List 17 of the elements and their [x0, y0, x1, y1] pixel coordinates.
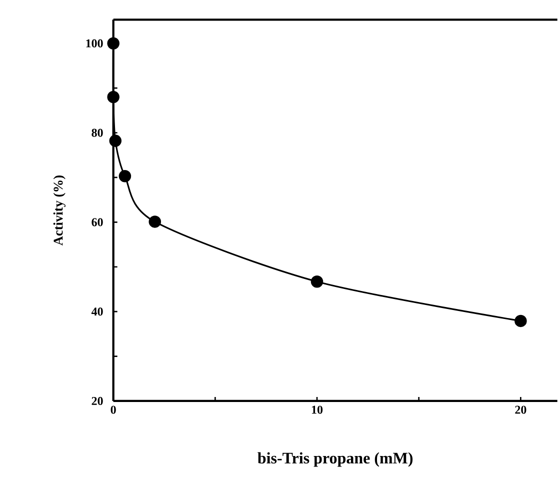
y-tick-label: 60	[92, 218, 103, 226]
y-tick-label: 20	[92, 396, 103, 406]
x-tick-label: 0	[110, 406, 116, 414]
x-axis-title: bis-Tris propane (mM)	[258, 452, 413, 467]
y-axis-title: Activity (%)	[53, 176, 66, 246]
x-tick-label: 10	[312, 406, 323, 414]
point	[107, 37, 120, 50]
point	[514, 314, 527, 328]
point	[148, 216, 162, 228]
point	[107, 90, 120, 104]
y-tick-label: 40	[91, 308, 103, 316]
point	[118, 170, 132, 182]
point	[310, 275, 324, 288]
x-tick-label: 20	[515, 406, 526, 414]
point	[109, 134, 122, 147]
y-tick-label: 80	[92, 128, 103, 137]
y-tick-label: 100	[86, 39, 103, 48]
